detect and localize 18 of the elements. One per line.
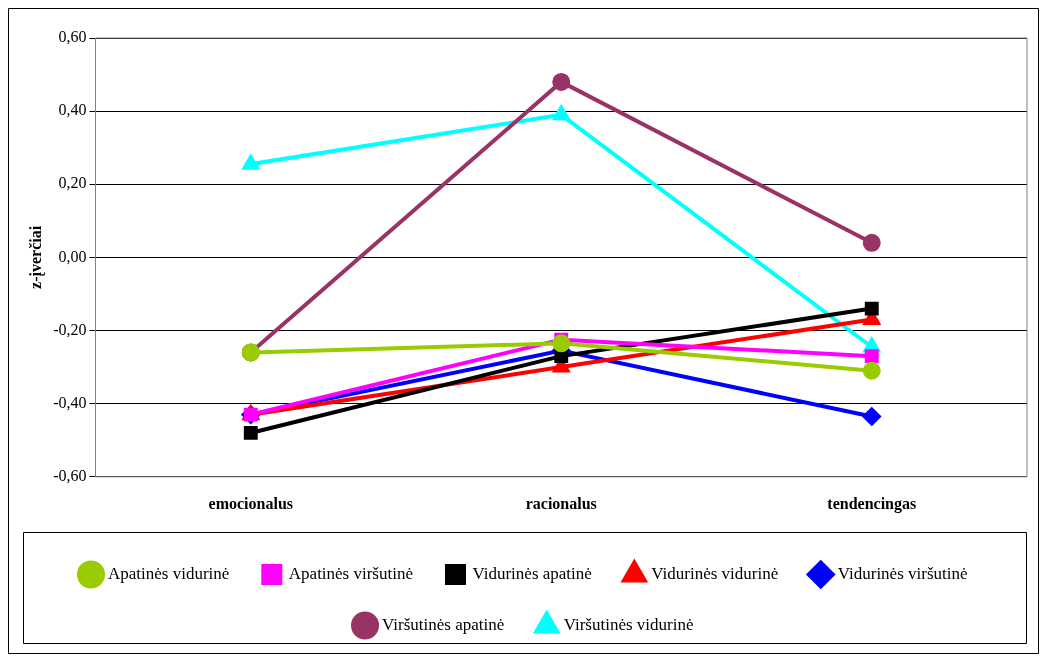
legend-label: Apatinės viršutinė: [288, 563, 413, 583]
legend-label: Apatinės vidurinė: [107, 563, 230, 583]
legend-label: Vidurinės vidurinė: [651, 563, 779, 583]
y-tick-label: 0,60: [58, 28, 87, 46]
legend-label: Viršutinės vidurinė: [563, 614, 694, 634]
legend-label: Vidurinės viršutinė: [837, 563, 968, 583]
y-tick-label: -0,20: [53, 320, 87, 338]
y-tick-label: -0,60: [53, 467, 87, 484]
x-tick-label: tendencingas: [827, 494, 917, 513]
y-tick-label: -0,40: [53, 393, 87, 411]
legend-label: Viršutinės apatinė: [382, 614, 505, 634]
y-axis-title: z-įverčiai: [26, 225, 45, 289]
legend-label: Vidurinės apatinė: [472, 563, 592, 583]
x-tick-label: emocionalus: [208, 494, 293, 512]
y-tick-label: 0,20: [58, 174, 87, 192]
x-tick-label: racionalus: [525, 494, 597, 512]
y-tick-label: 0,40: [58, 101, 87, 119]
y-tick-label: 0,00: [58, 247, 87, 265]
